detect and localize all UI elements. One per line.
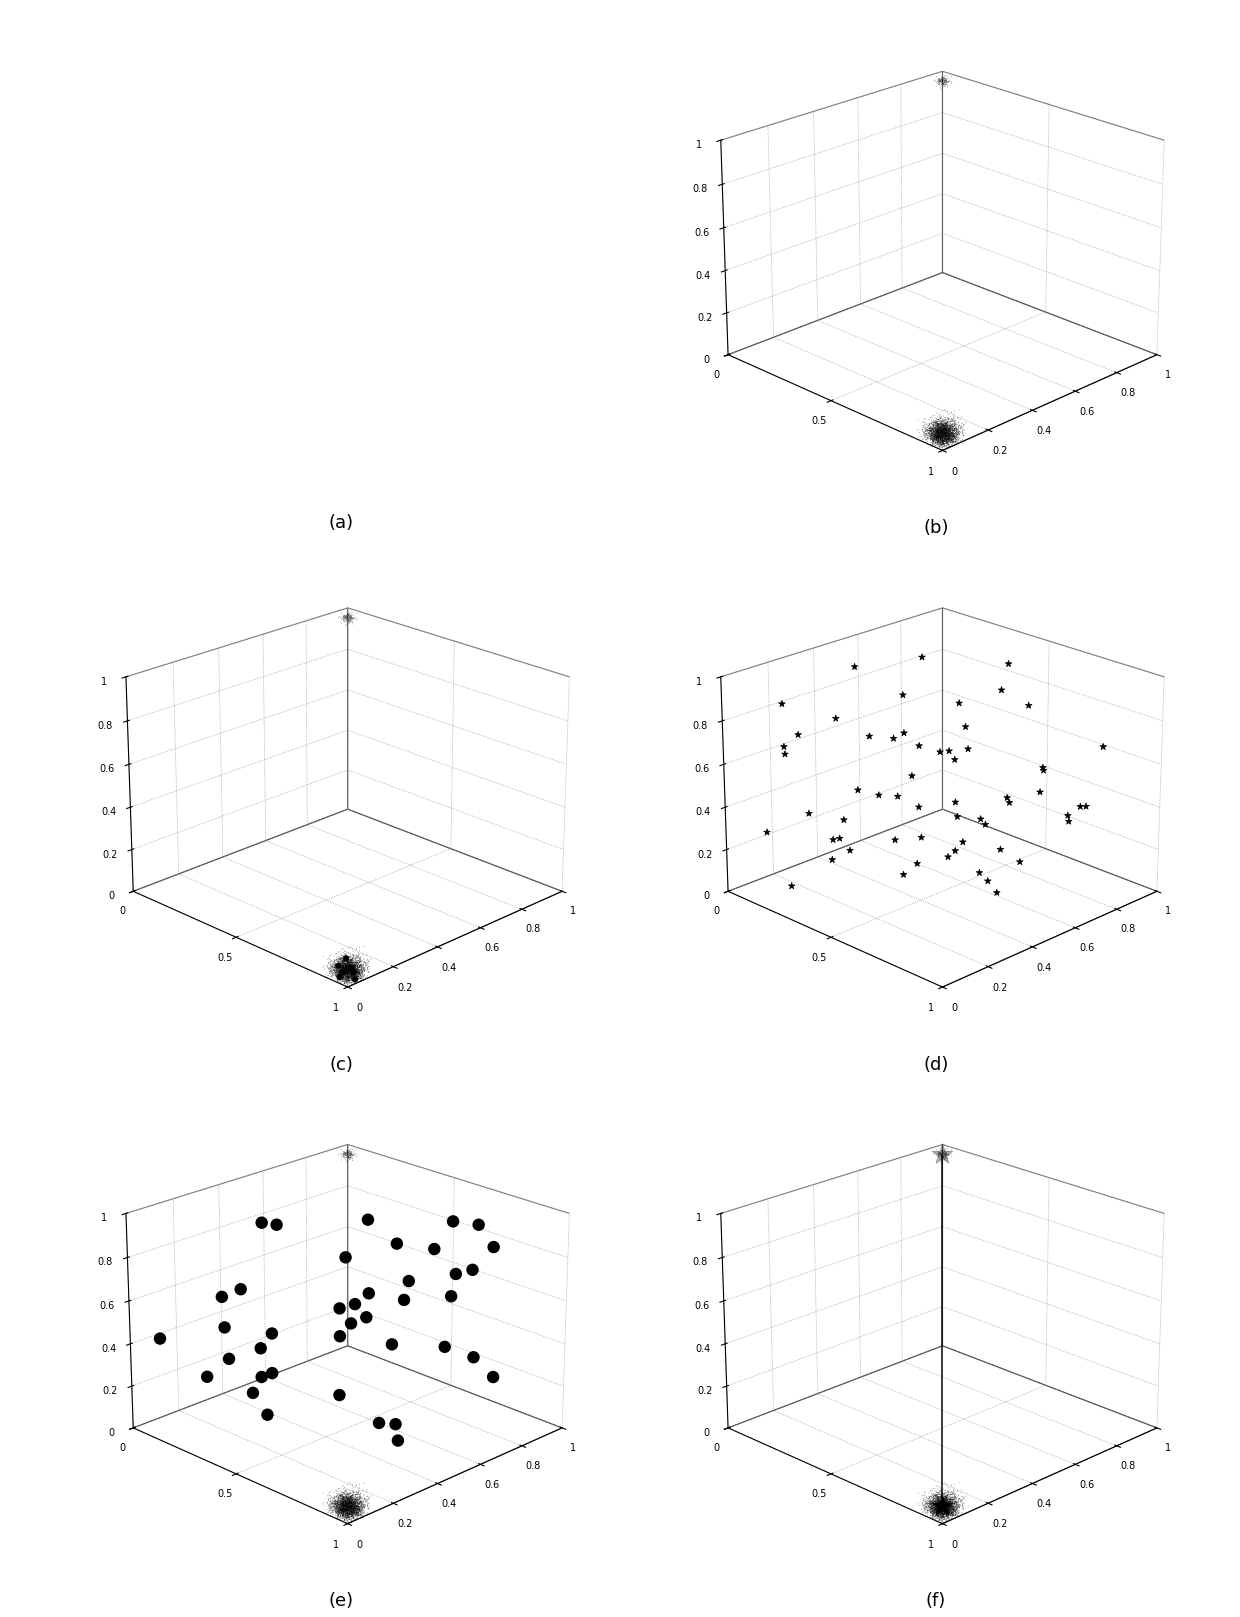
Text: (c): (c) [330,1056,353,1074]
Text: (e): (e) [329,1593,353,1611]
Text: (a): (a) [329,514,353,532]
Text: (b): (b) [924,519,949,537]
Text: (d): (d) [924,1056,949,1074]
Ellipse shape [188,212,238,299]
Text: (f): (f) [926,1593,946,1611]
